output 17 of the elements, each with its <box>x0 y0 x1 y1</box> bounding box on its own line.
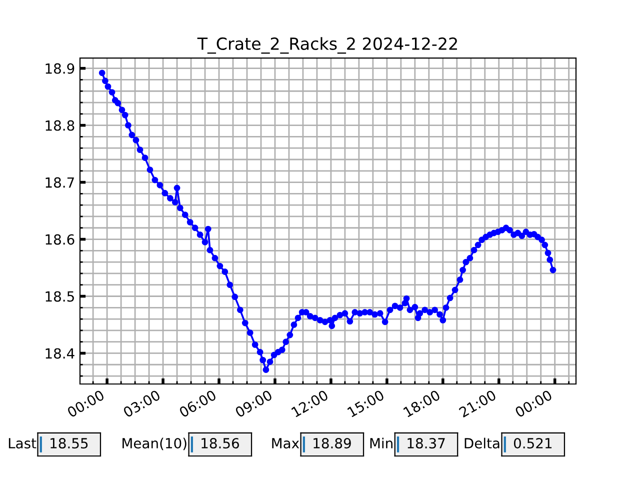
y-tick-label: 18.9 <box>46 63 74 74</box>
text: 18.89 <box>314 438 351 449</box>
text: 18.56 <box>202 438 239 449</box>
text: Mean(10) <box>122 438 186 450</box>
text: 18.37 <box>408 438 445 449</box>
text: Last <box>8 438 36 449</box>
y-tick-label: 18.6 <box>46 234 74 245</box>
y-tick-label: 18.4 <box>46 348 74 359</box>
y-tick-label: 18.8 <box>46 120 74 131</box>
text: Max <box>272 438 300 449</box>
text: 0.521 <box>514 438 552 449</box>
text: Min <box>370 438 392 448</box>
y-tick-label: 18.5 <box>46 291 74 302</box>
text: 18.55 <box>50 438 88 449</box>
y-tick-label: 18.7 <box>46 177 74 188</box>
chart-title: T_Crate_2_Racks_2 2024-12-22 <box>197 37 457 54</box>
text: Delta <box>464 438 500 449</box>
